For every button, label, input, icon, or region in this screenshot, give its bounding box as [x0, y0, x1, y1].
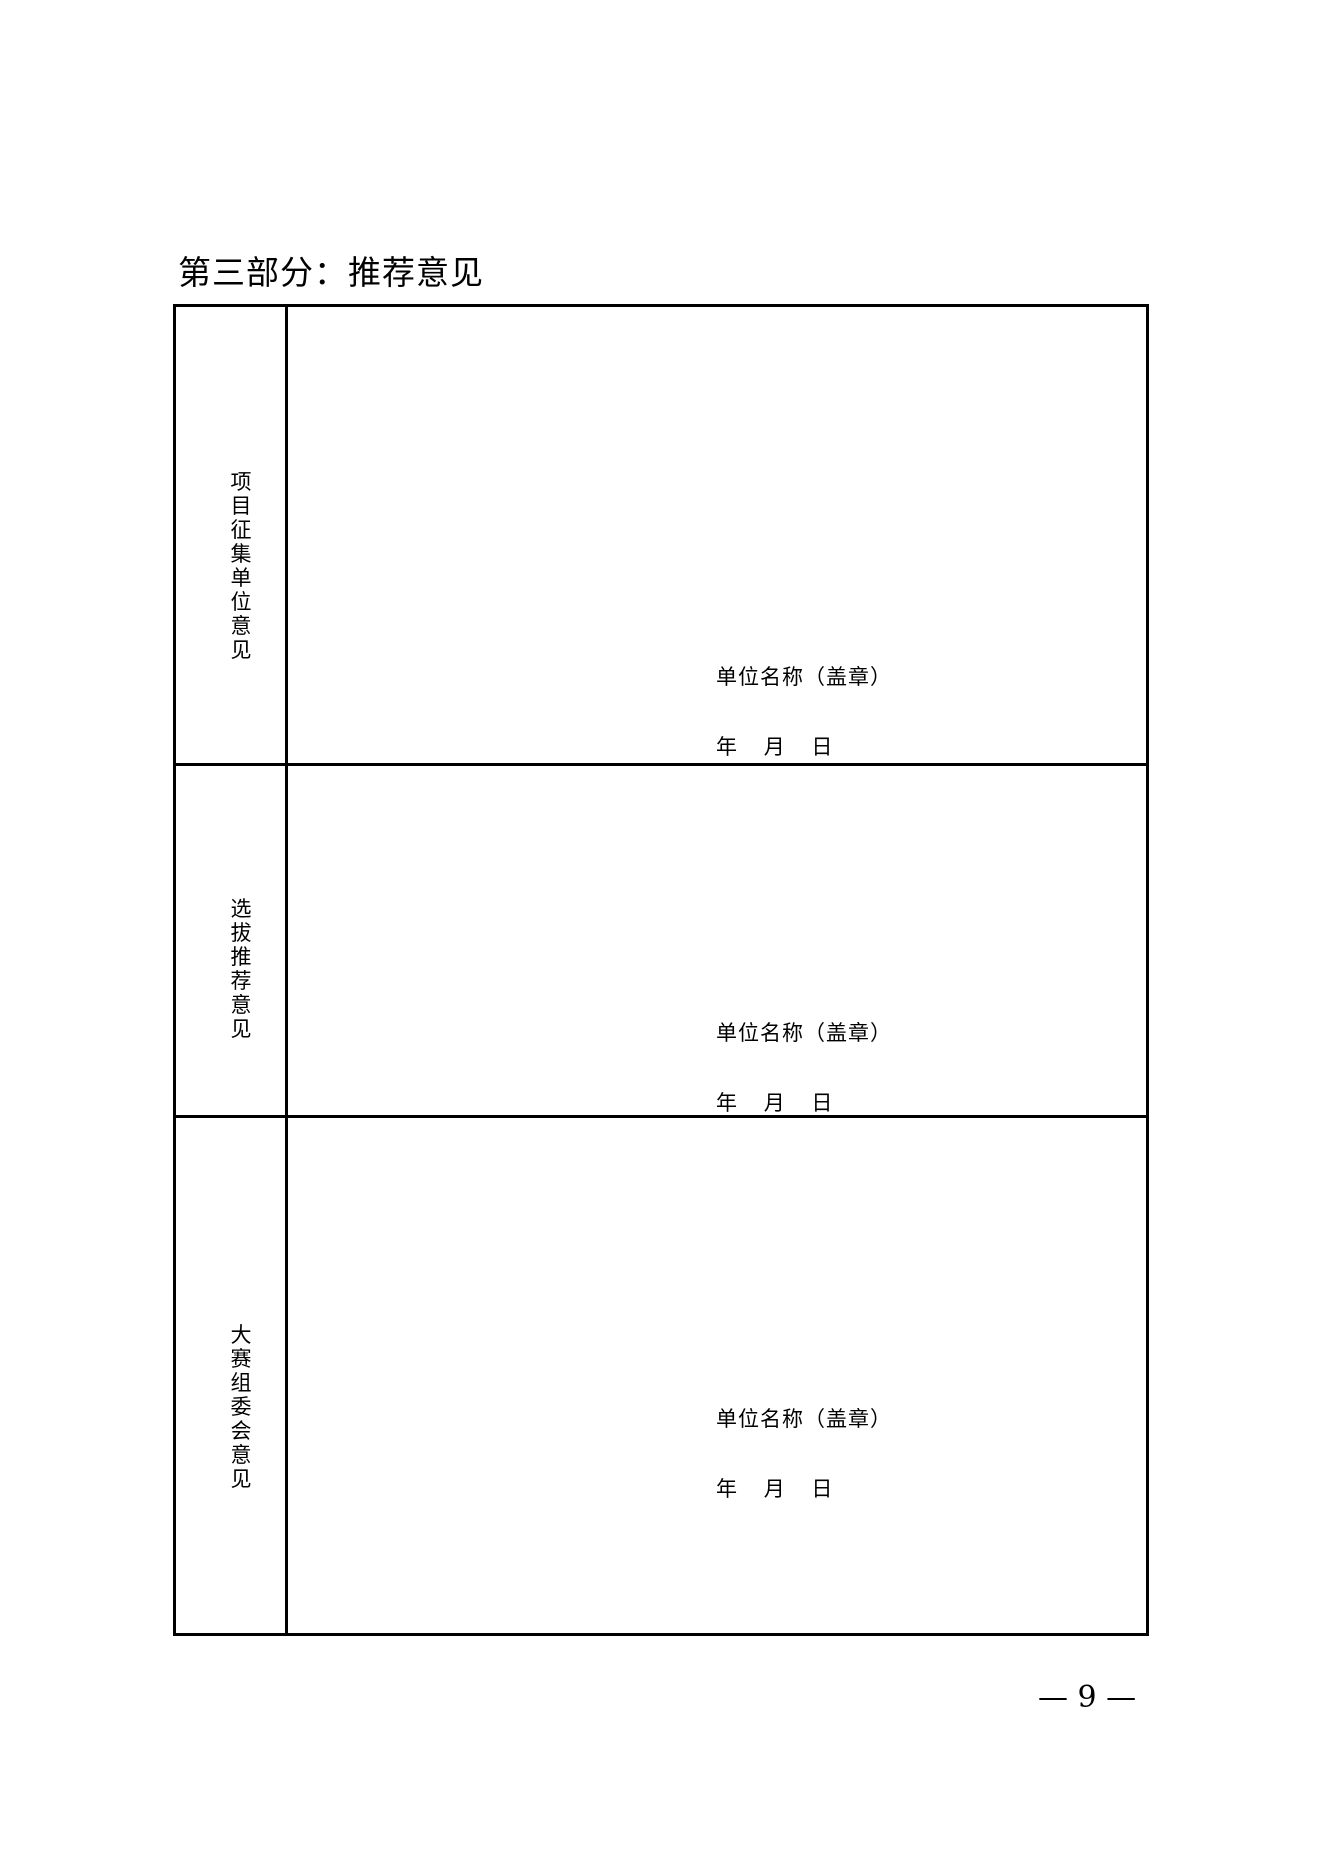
date-line: 年 月 日	[716, 1477, 833, 1501]
row-label-selection: 选拔推荐意见	[230, 897, 252, 1041]
date-line: 年 月 日	[716, 735, 833, 759]
recommendation-table: 项目征集单位意见 单位名称（盖章） 年 月 日 选拔推荐意见 单位名称（盖章） …	[173, 304, 1149, 1636]
row-divider	[176, 1115, 1146, 1118]
section-title: 第三部分：推荐意见	[178, 253, 484, 292]
column-divider	[285, 307, 288, 1633]
unit-name-stamp: 单位名称（盖章）	[716, 1021, 892, 1045]
unit-name-stamp: 单位名称（盖章）	[716, 1407, 892, 1431]
row-divider	[176, 763, 1146, 766]
page-number: — 9 —	[1038, 1680, 1137, 1715]
date-line: 年 月 日	[716, 1091, 833, 1115]
row-label-collection-unit: 项目征集单位意见	[230, 470, 252, 662]
row-label-committee: 大赛组委会意见	[230, 1323, 252, 1491]
unit-name-stamp: 单位名称（盖章）	[716, 665, 892, 689]
